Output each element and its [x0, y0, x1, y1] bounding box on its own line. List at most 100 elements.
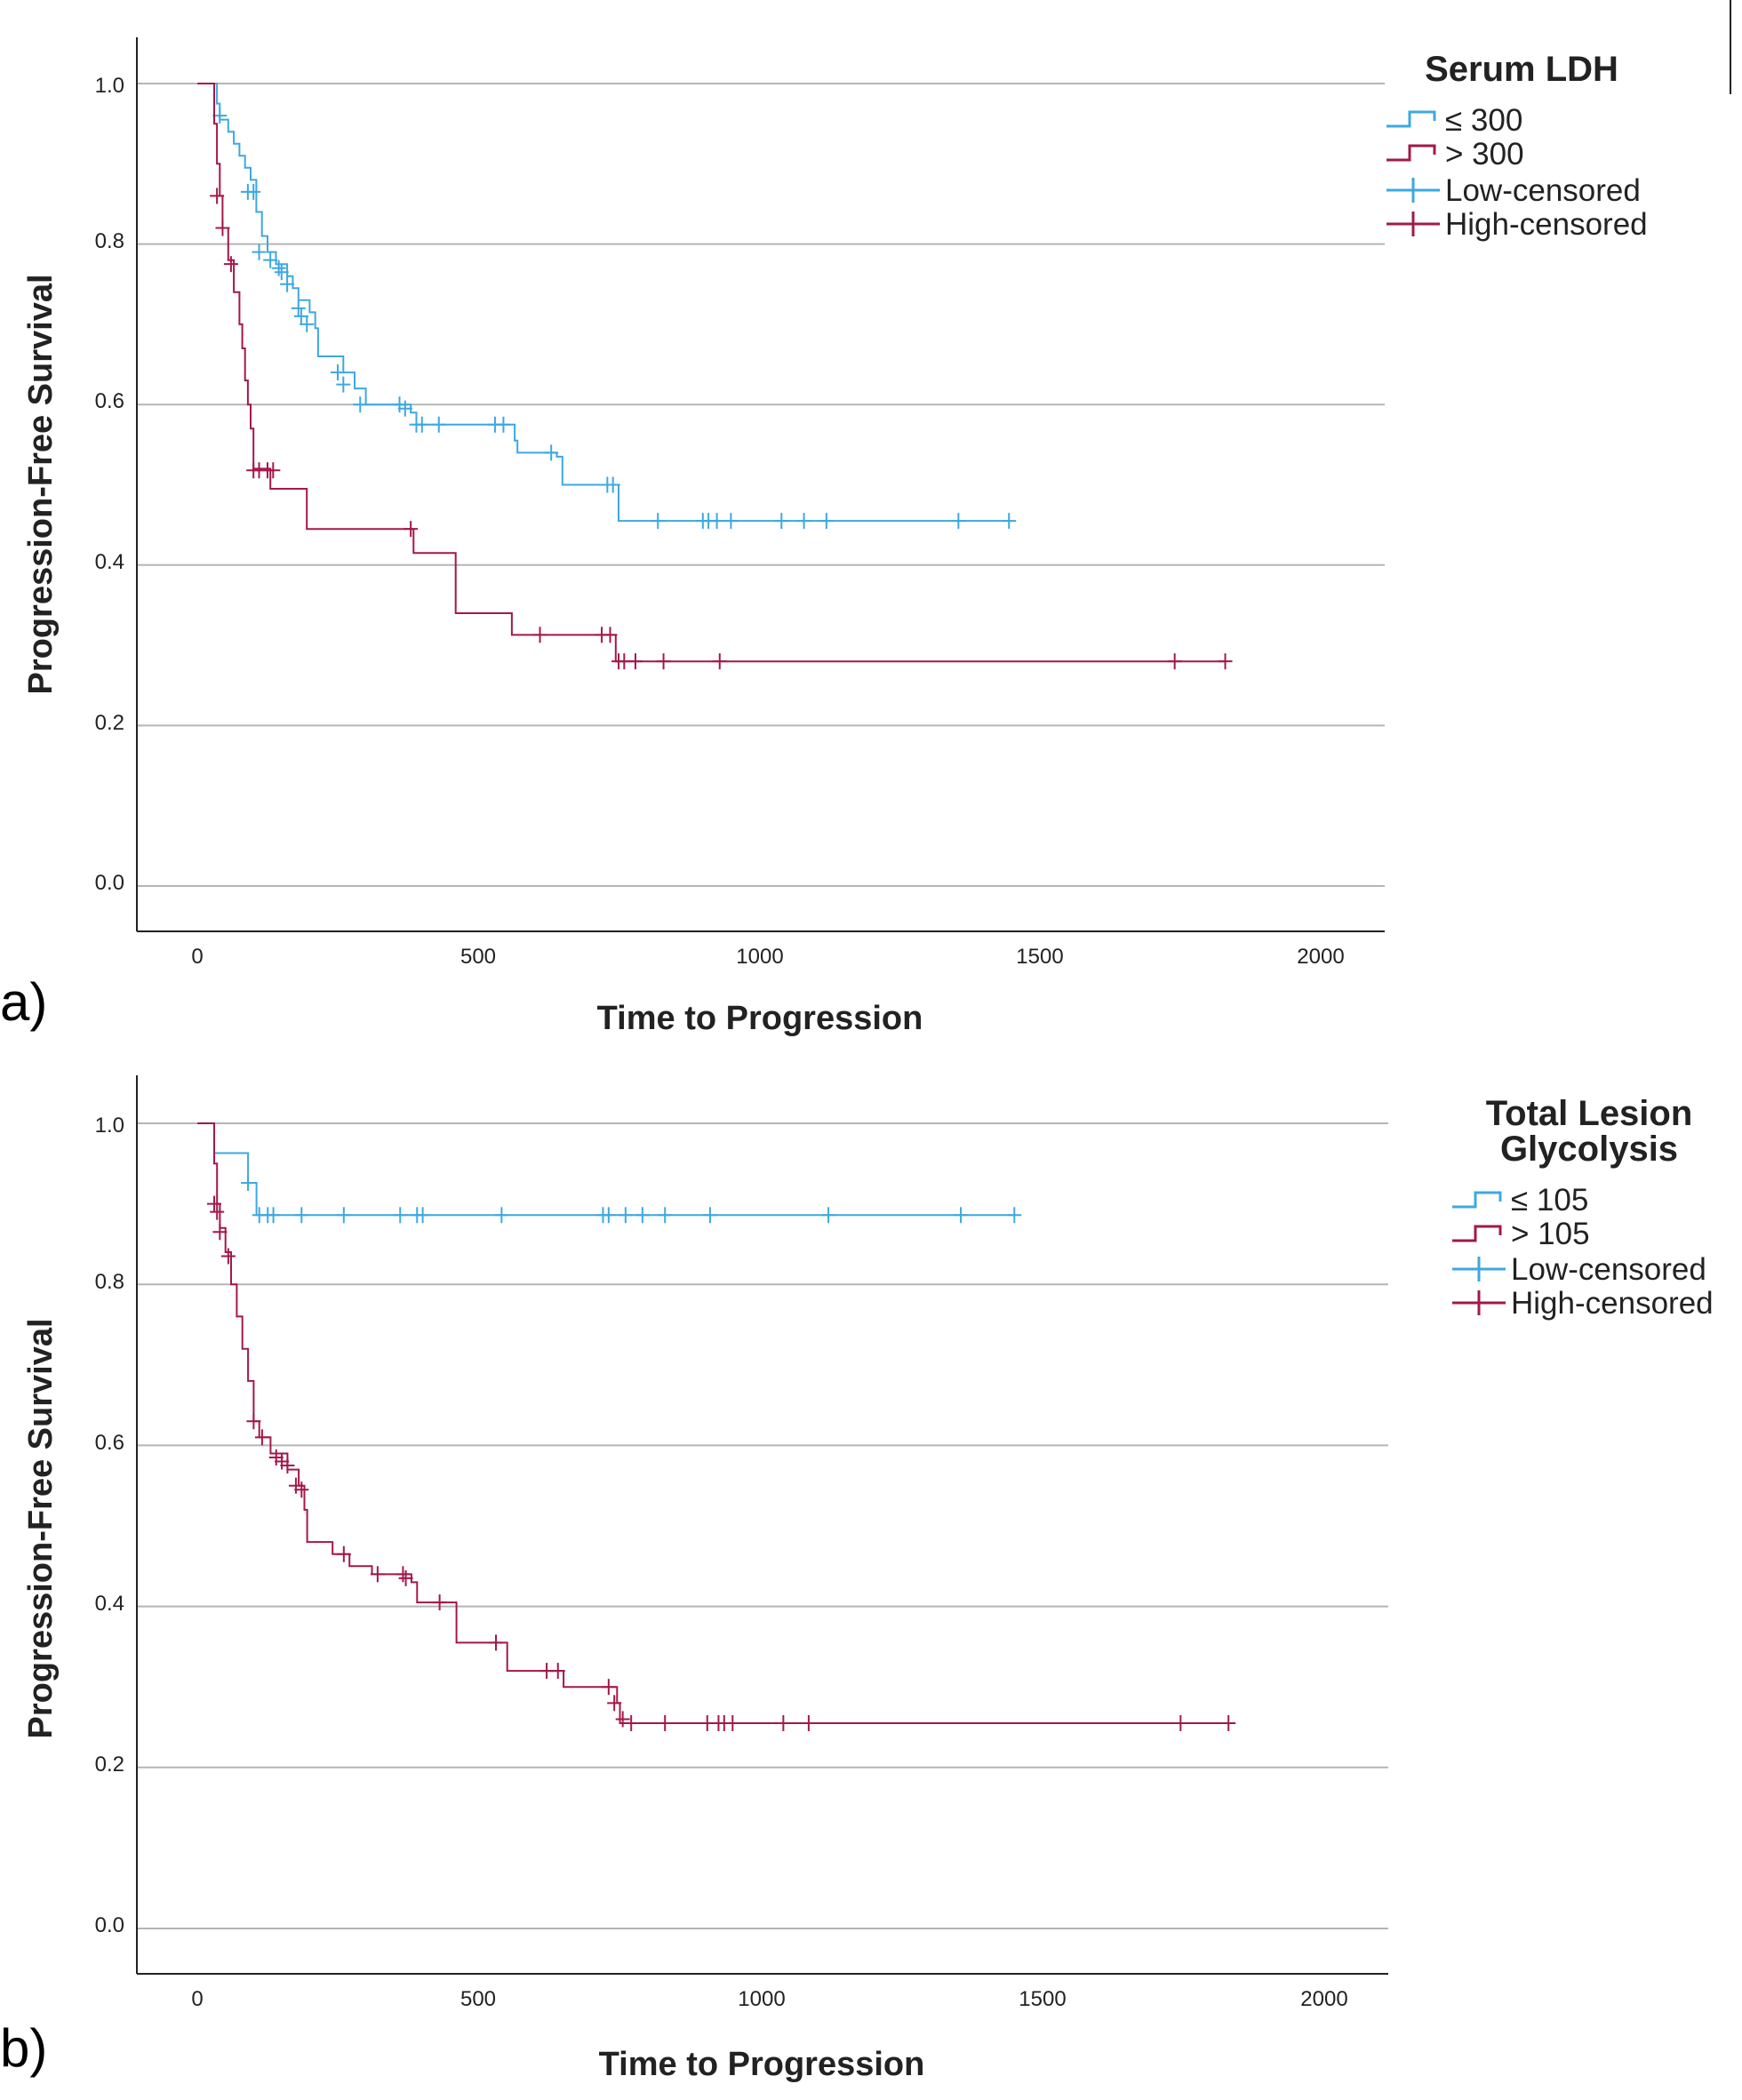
panel-label-a: a): [0, 972, 47, 1032]
censor-mark-low: [702, 1207, 717, 1224]
censor-mark-low: [431, 416, 446, 433]
gridlines-a: [137, 83, 1385, 887]
panel-label-b: b): [0, 2018, 47, 2078]
x-tick-label: 2000: [1297, 945, 1344, 969]
censor-mark-low: [496, 416, 511, 433]
censor-mark-high: [268, 1449, 284, 1465]
censor-mark-low: [393, 1207, 408, 1224]
x-tick-labels-a: 0 500 1000 1500 2000: [191, 945, 1344, 969]
legend-label-high-censored: High-censored: [1511, 1286, 1714, 1321]
censor-mark-low: [635, 1207, 650, 1224]
chart-panel-a: 0.0 0.2 0.4 0.6 0.8 1.0 0 500 1000 1500 …: [0, 37, 1648, 1037]
censor-mark-low: [618, 1207, 633, 1224]
censor-mark-low: [723, 513, 739, 530]
censor-mark-high: [398, 1569, 413, 1586]
km-curve-low: [197, 83, 1012, 523]
y-tick-label: 0.8: [95, 229, 124, 253]
censor-mark-high: [776, 1714, 791, 1731]
censor-mark-low: [280, 275, 295, 292]
censor-mark-low: [709, 513, 724, 530]
censor-mark-low: [293, 307, 308, 324]
censor-mark-high: [212, 1224, 228, 1241]
km-curve-low: [197, 1122, 1015, 1217]
censor-mark-low: [954, 1207, 969, 1224]
censor-mark-low: [336, 1207, 351, 1224]
legend-label-high: > 105: [1511, 1217, 1590, 1251]
censor-mark-high: [294, 1481, 309, 1498]
legend-line-low: [1452, 1191, 1502, 1209]
censor-mark-low: [271, 260, 286, 276]
censor-mark-high: [1218, 653, 1233, 670]
censor-mark-high: [1167, 653, 1182, 670]
censor-mark-low: [415, 1207, 430, 1224]
legend-censor-high-icon: [1386, 212, 1440, 236]
censor-mark-high: [266, 462, 281, 479]
censor-mark-high: [207, 1195, 222, 1212]
y-tick-label: 0.4: [95, 550, 124, 574]
x-axis-title-b: Time to Progression: [599, 2046, 925, 2083]
censor-mark-high: [601, 1679, 616, 1696]
censor-mark-high: [725, 1714, 740, 1731]
censor-mark-low: [414, 416, 429, 433]
y-tick-label: 1.0: [95, 74, 124, 98]
censor-mark-high: [624, 1714, 639, 1731]
y-tick-label: 0.4: [95, 1592, 124, 1616]
censor-mark-high: [370, 1566, 385, 1583]
legend-a: Serum LDH ≤ 300 > 300 Low-censored High-…: [1386, 50, 1648, 242]
legend-label-low-censored: Low-censored: [1445, 173, 1641, 208]
legend-title-b-line2: Glycolysis: [1500, 1130, 1678, 1169]
censor-mark-high: [396, 1566, 411, 1583]
legend-title-b-line1: Total Lesion: [1486, 1094, 1693, 1133]
legend-label-low: ≤ 300: [1445, 103, 1522, 138]
chart-panel-b: 0.0 0.2 0.4 0.6 0.8 1.0 0 500 1000 1500 …: [0, 1075, 1714, 2083]
censor-mark-high: [1173, 1714, 1188, 1731]
y-tick-label: 0.8: [95, 1270, 124, 1294]
x-axis-title-a: Time to Progression: [597, 1000, 923, 1037]
censor-mark-low: [300, 315, 315, 332]
censor-mark-low: [252, 244, 267, 260]
x-tick-labels-b: 0 500 1000 1500 2000: [191, 1987, 1347, 2011]
censor-mark-high: [220, 1248, 236, 1265]
censor-mark-low: [331, 364, 345, 381]
censor-mark-high: [254, 1429, 269, 1446]
censor-mark-low: [1002, 513, 1017, 530]
censor-mark-low: [241, 1175, 256, 1192]
legend-label-high: > 300: [1445, 137, 1524, 172]
legend-title-a: Serum LDH: [1425, 50, 1618, 89]
x-tick-label: 500: [460, 945, 496, 969]
censor-mark-high: [432, 1594, 447, 1611]
legend-censor-low-icon: [1452, 1257, 1506, 1282]
y-axis-title-a: Progression-Free Survival: [22, 274, 60, 694]
censor-mark-low: [774, 513, 789, 530]
censor-mark-high: [712, 653, 727, 670]
censor-mark-high: [210, 188, 225, 204]
y-tick-label: 0.0: [95, 1913, 124, 1937]
censor-mark-high: [532, 627, 547, 643]
censor-mark-high: [223, 256, 238, 273]
censor-mark-low: [263, 252, 278, 268]
censor-mark-low: [353, 396, 368, 413]
censor-mark-low: [336, 376, 351, 393]
censor-mark-high: [280, 1457, 295, 1474]
censor-mark-high: [489, 1634, 504, 1651]
y-tick-label: 0.6: [95, 1431, 124, 1455]
y-tick-labels-a: 0.0 0.2 0.4 0.6 0.8 1.0: [95, 74, 124, 895]
censor-mark-high: [275, 1453, 290, 1470]
censor-mark-high: [603, 627, 618, 643]
legend-censor-low-icon: [1386, 178, 1440, 203]
x-tick-label: 500: [460, 1987, 496, 2011]
censor-mark-low: [246, 183, 261, 200]
censor-mark-low: [951, 513, 966, 530]
censor-mark-high: [215, 220, 230, 236]
legend-line-low: [1386, 110, 1436, 128]
y-tick-label: 0.2: [95, 711, 124, 735]
censor-mark-low: [397, 400, 412, 417]
censor-mark-low: [291, 299, 306, 316]
censor-mark-low: [294, 1207, 309, 1224]
y-tick-label: 0.0: [95, 871, 124, 895]
legend-censor-high-icon: [1452, 1290, 1506, 1315]
x-tick-label: 1500: [1016, 945, 1063, 969]
x-tick-label: 1500: [1019, 1987, 1066, 2011]
y-tick-label: 1.0: [95, 1114, 124, 1138]
legend-label-high-censored: High-censored: [1445, 207, 1648, 242]
